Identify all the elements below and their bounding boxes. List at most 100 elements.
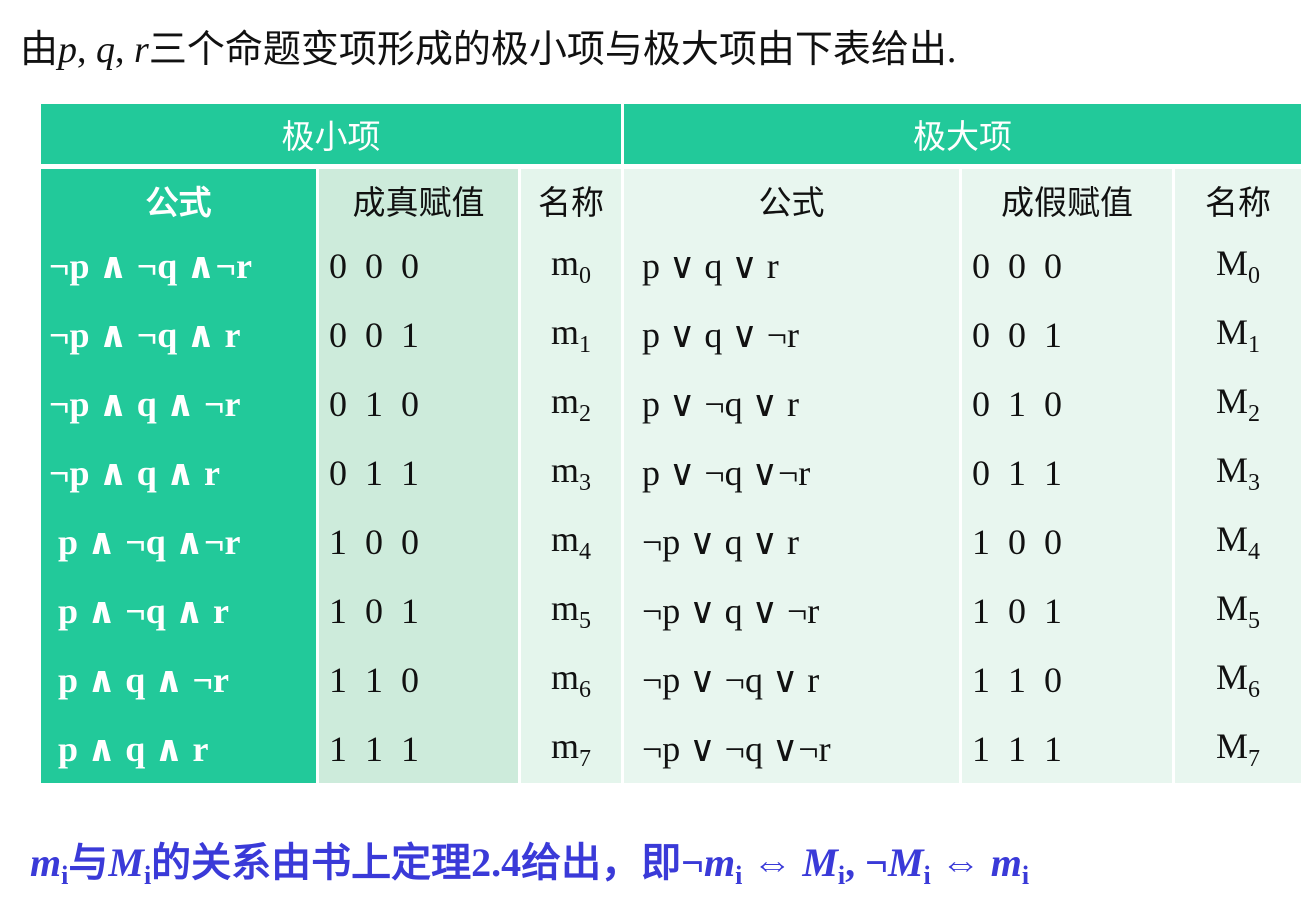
footer-var: M xyxy=(887,840,924,885)
name-cell: M1 xyxy=(1175,300,1301,369)
name-base: m xyxy=(550,587,579,628)
formula-cell: p ∧ ¬q ∧ r xyxy=(41,576,316,645)
formula-cell: ¬p ∨ q ∨ ¬r xyxy=(624,576,959,645)
name-cell: m5 xyxy=(521,576,621,645)
footer-text: ⇔ xyxy=(930,840,991,885)
assignment-cell: 1 0 1 xyxy=(319,576,518,645)
name-cell: m3 xyxy=(521,438,621,507)
title-text: , xyxy=(115,29,135,71)
footer-text: 与 xyxy=(68,840,109,885)
footer-sub: i xyxy=(923,861,931,890)
name-base: m xyxy=(550,380,579,421)
formula-cell: p ∨ ¬q ∨¬r xyxy=(624,438,959,507)
formula-cell: p ∨ q ∨ r xyxy=(624,231,959,300)
name-cell: M5 xyxy=(1175,576,1301,645)
formula-cell: p ∧ q ∧ ¬r xyxy=(41,645,316,714)
name-sub: 2 xyxy=(1248,400,1260,427)
name-cell: m2 xyxy=(521,369,621,438)
name-sub: 0 xyxy=(579,262,591,289)
name-cell: m6 xyxy=(521,645,621,714)
name-base: M xyxy=(1215,587,1248,628)
group-header: 极小项 xyxy=(41,104,621,164)
name-base: M xyxy=(1215,242,1248,283)
name-cell: M6 xyxy=(1175,645,1301,714)
footer-var: M xyxy=(802,840,838,885)
name-cell: M7 xyxy=(1175,714,1301,783)
footer-sub: i xyxy=(1021,861,1030,890)
title-text: , xyxy=(77,29,97,71)
assignment-cell: 0 0 0 xyxy=(962,231,1172,300)
name-base: m xyxy=(550,449,579,490)
table: 极小项 极大项 公式 成真赋值 名称 公式 成假赋值 名称 ¬p ∧ ¬q ∧¬r 0 0 0 m0… xyxy=(38,104,1304,783)
name-base: M xyxy=(1215,449,1248,490)
name-sub: 4 xyxy=(1248,538,1260,565)
name-sub: 3 xyxy=(1248,469,1260,496)
name-sub: 1 xyxy=(579,331,591,358)
footer-var: m xyxy=(990,840,1022,885)
title: 由p, q, r三个命题变项形成的极小项与极大项由下表给出. xyxy=(20,18,956,73)
title-text: 三个命题变项形成的极小项与极大项由下表给出. xyxy=(148,29,957,71)
footer-var: M xyxy=(108,840,144,885)
assignment-cell: 1 0 0 xyxy=(319,507,518,576)
name-base: m xyxy=(550,725,579,766)
name-sub: 7 xyxy=(579,745,591,772)
name-sub: 3 xyxy=(579,469,591,496)
formula-cell: ¬p ∧ ¬q ∧¬r xyxy=(41,231,316,300)
column-header: 名称 xyxy=(1175,164,1301,231)
column-header: 名称 xyxy=(521,164,621,231)
name-cell: M3 xyxy=(1175,438,1301,507)
assignment-cell: 0 0 1 xyxy=(319,300,518,369)
formula-cell: ¬p ∧ q ∧ ¬r xyxy=(41,369,316,438)
title-var: p xyxy=(58,29,78,71)
footer-var: m xyxy=(30,840,62,885)
formula-cell: ¬p ∧ ¬q ∧ r xyxy=(41,300,316,369)
footer-sub: i xyxy=(143,861,152,890)
name-sub: 2 xyxy=(579,400,591,427)
formula-cell: p ∨ ¬q ∨ r xyxy=(624,369,959,438)
name-cell: M2 xyxy=(1175,369,1301,438)
column-header: 成真赋值 xyxy=(319,164,518,231)
assignment-cell: 1 1 1 xyxy=(319,714,518,783)
assignment-cell: 1 1 0 xyxy=(319,645,518,714)
footer-var: m xyxy=(703,840,736,885)
header-row: 公式 成真赋值 名称 公式 成假赋值 名称 xyxy=(41,164,1301,231)
assignment-cell: 0 1 0 xyxy=(319,369,518,438)
name-cell: m7 xyxy=(521,714,621,783)
column-header: 成假赋值 xyxy=(962,164,1172,231)
column-header: 公式 xyxy=(41,164,316,231)
footer: mi与Mi的关系由书上定理2.4给出，即¬mi ⇔ Mi, ¬Mi ⇔ mi xyxy=(30,830,1029,891)
assignment-cell: 1 1 1 xyxy=(962,714,1172,783)
name-cell: m4 xyxy=(521,507,621,576)
formula-cell: ¬p ∨ ¬q ∨¬r xyxy=(624,714,959,783)
formula-cell: p ∧ q ∧ r xyxy=(41,714,316,783)
name-base: m xyxy=(550,518,579,559)
name-sub: 7 xyxy=(1248,745,1260,772)
name-cell: m1 xyxy=(521,300,621,369)
footer-sub: i xyxy=(735,861,743,890)
footer-sub: i xyxy=(837,861,846,890)
formula-cell: ¬p ∨ ¬q ∨ r xyxy=(624,645,959,714)
column-header: 公式 xyxy=(624,164,959,231)
name-base: M xyxy=(1215,656,1248,697)
formula-cell: ¬p ∧ q ∧ r xyxy=(41,438,316,507)
assignment-cell: 0 1 1 xyxy=(319,438,518,507)
title-text: 由 xyxy=(20,29,59,71)
name-base: M xyxy=(1215,311,1248,352)
group-row: 极小项 极大项 xyxy=(41,104,1301,164)
name-base: m xyxy=(550,242,579,283)
footer-sub: i xyxy=(61,861,69,890)
formula-cell: ¬p ∨ q ∨ r xyxy=(624,507,959,576)
formula-cell: p ∧ ¬q ∧¬r xyxy=(41,507,316,576)
footer-text: ⇔ xyxy=(742,840,803,885)
assignment-cell: 0 0 1 xyxy=(962,300,1172,369)
name-cell: M4 xyxy=(1175,507,1301,576)
name-base: m xyxy=(550,311,579,352)
name-cell: m0 xyxy=(521,231,621,300)
assignment-cell: 1 1 0 xyxy=(962,645,1172,714)
name-base: M xyxy=(1215,725,1248,766)
